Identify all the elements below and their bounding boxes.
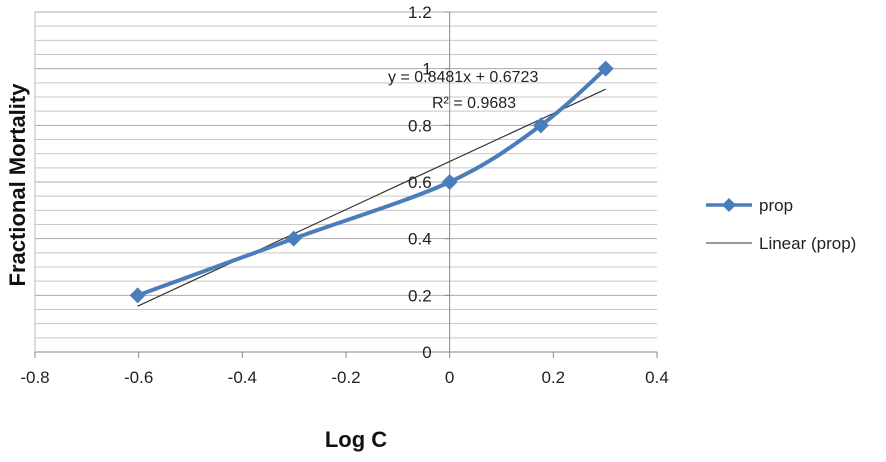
y-tick-label: 1 <box>422 60 431 79</box>
y-tick-label: 1.2 <box>408 3 432 22</box>
y-tick-label: 0 <box>422 343 431 362</box>
legend-label-linear: Linear (prop) <box>759 234 856 253</box>
grid-lines <box>35 11 657 353</box>
x-axis-title: Log C <box>325 427 387 452</box>
x-tick-label: -0.4 <box>228 368 257 387</box>
x-tick-label: -0.8 <box>20 368 49 387</box>
trendline-group <box>137 88 606 307</box>
series-line-prop <box>136 67 608 298</box>
x-tick-label: 0.4 <box>645 368 669 387</box>
y-axis-title: Fractional Mortality <box>5 83 30 287</box>
legend: prop Linear (prop) <box>706 196 856 253</box>
axes <box>34 11 658 358</box>
r-squared-label: R² = 0.9683 <box>432 95 516 112</box>
y-tick-label: 0.8 <box>408 116 432 135</box>
y-tick-label: 0.6 <box>408 173 432 192</box>
x-tick-label: -0.6 <box>124 368 153 387</box>
y-tick-label: 0.2 <box>408 286 432 305</box>
legend-label-prop: prop <box>759 196 793 215</box>
legend-item-prop: prop <box>706 196 793 215</box>
trendline-linear-prop <box>137 88 606 307</box>
legend-swatch-prop-marker <box>722 198 736 212</box>
x-tick-label: 0.2 <box>542 368 566 387</box>
trendline-equation: y = 0.8481x + 0.6723 <box>388 69 538 86</box>
x-tick-label: 0 <box>445 368 454 387</box>
data-point-prop-1 <box>285 230 302 247</box>
data-point-prop-4 <box>597 60 614 77</box>
x-tick-label: -0.2 <box>331 368 360 387</box>
tick-labels: -0.8 -0.6 -0.4 -0.2 0 0.2 0.4 0 0.2 0.4 0.6 0.8 1 1.2 <box>20 3 668 387</box>
legend-item-linear: Linear (prop) <box>706 234 856 253</box>
y-tick-label: 0.4 <box>408 230 432 249</box>
series-group <box>129 60 614 304</box>
data-point-prop-3 <box>532 117 549 134</box>
data-point-prop-2 <box>441 174 458 190</box>
data-point-prop-0 <box>129 287 146 304</box>
